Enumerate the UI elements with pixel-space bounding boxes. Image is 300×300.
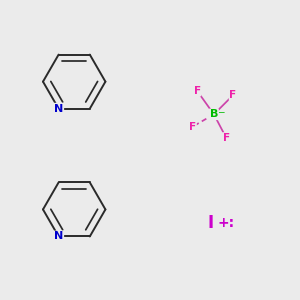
Text: F: F: [223, 133, 230, 143]
Text: F: F: [229, 90, 236, 100]
Text: B: B: [210, 109, 218, 119]
Text: N: N: [54, 232, 63, 242]
Text: N: N: [54, 104, 63, 114]
Text: −: −: [217, 107, 224, 116]
Text: F: F: [189, 122, 196, 132]
Text: +:: +:: [217, 216, 234, 230]
Text: I: I: [208, 214, 214, 232]
Text: F: F: [194, 86, 201, 96]
